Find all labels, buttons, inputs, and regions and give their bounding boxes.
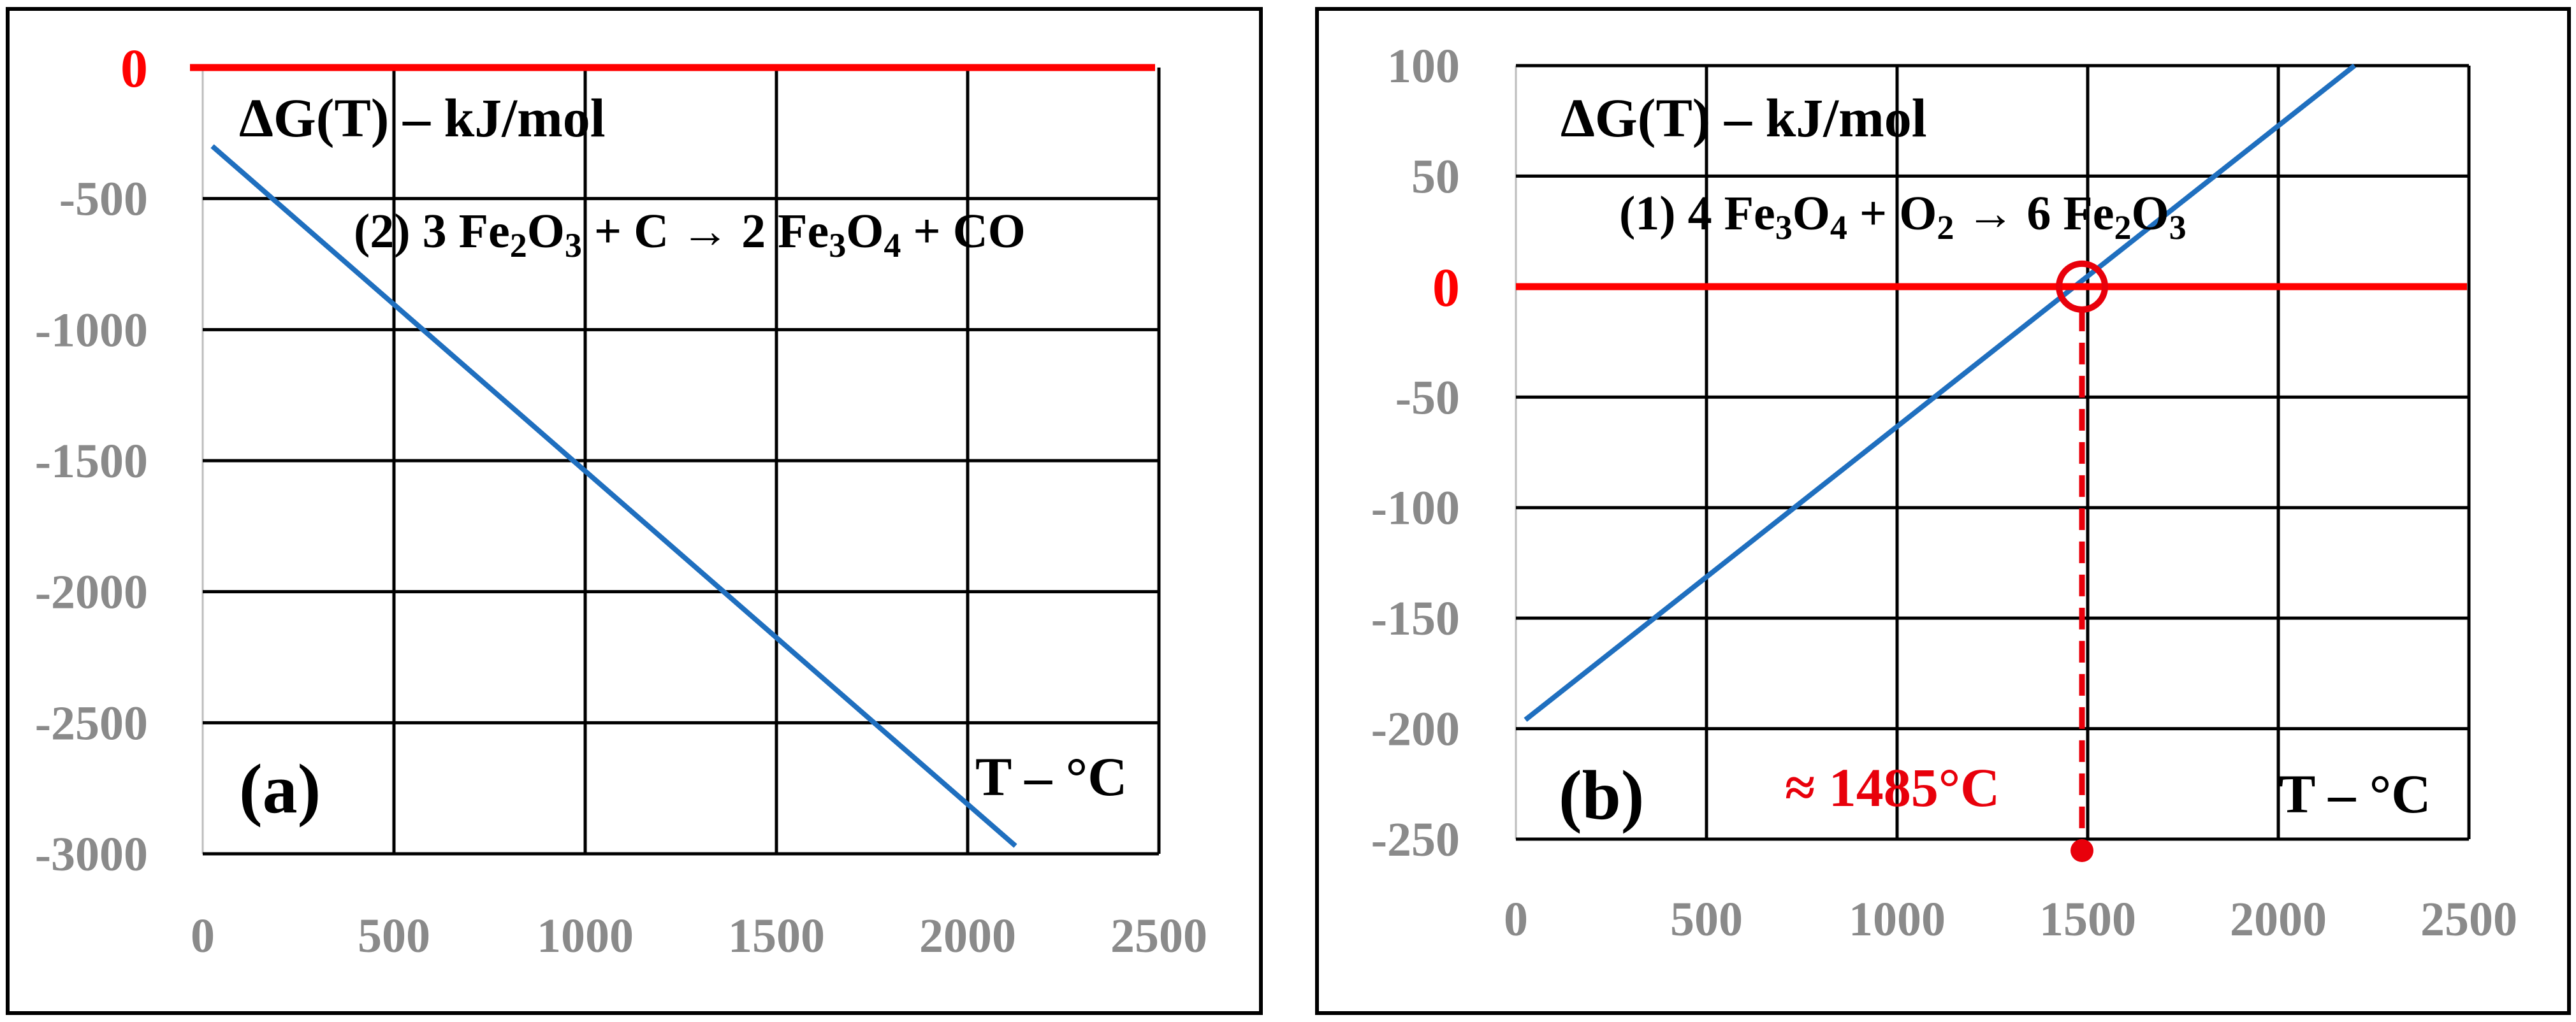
reaction-text: O: [846, 205, 884, 258]
x-tick-label: 0: [1504, 893, 1528, 946]
reaction-text: 2 Fe: [729, 205, 829, 258]
reaction-subscript: 3: [565, 226, 582, 264]
reaction-text: O: [2131, 187, 2169, 240]
panel-b-ylabel: ΔG(T) – kJ/mol: [1561, 87, 1927, 148]
reaction-subscript: 2: [510, 226, 527, 264]
x-tick-label: 1000: [537, 909, 634, 963]
panel-a-reaction: (2) 3 Fe2O3 + C → 2 Fe3O4 + CO: [354, 205, 1026, 264]
x-tick-label: 2500: [2420, 893, 2517, 946]
reaction-text: (1) 4 Fe: [1619, 187, 1775, 240]
y-tick-label: -3000: [35, 828, 148, 881]
x-tick-label: 2000: [919, 909, 1016, 963]
reaction-subscript: 2: [2114, 208, 2131, 247]
x-tick-label: 500: [358, 909, 430, 963]
reaction-text: + O: [1847, 187, 1937, 240]
y-tick-label: -1000: [35, 303, 148, 357]
x-tick-label: 0: [191, 909, 215, 963]
panel-b-reaction: (1) 4 Fe3O4 + O2 → 6 Fe2O3: [1619, 187, 2187, 247]
series-line-0: [210, 144, 1017, 848]
y-tick-label: -2000: [35, 566, 148, 619]
reaction-subscript: 2: [1937, 208, 1954, 247]
x-tick-label: 2000: [2230, 893, 2327, 946]
panel-a-plot: 0 500 1000 1500 2000 2500 0 -500 -1000 -1500 -2000…: [35, 38, 1207, 963]
crossing-axis-dot: [2070, 839, 2094, 862]
x-tick-label: 1500: [2039, 893, 2136, 946]
y-tick-label: -500: [59, 173, 148, 226]
panel-b-frame: [1315, 7, 2571, 1015]
panel-a-ylabel: ΔG(T) – kJ/mol: [239, 87, 606, 148]
panel-b-plot: 0 500 1000 1500 2000 2500100500-50-100-150-20…: [1371, 40, 2517, 946]
y-tick-label: -1500: [35, 435, 148, 488]
reaction-text: 6 Fe: [2014, 187, 2114, 240]
x-tick-label: 1500: [728, 909, 825, 963]
reaction-subscript: 4: [1830, 208, 1847, 247]
y-tick-label: -100: [1371, 482, 1460, 535]
reaction-subscript: 4: [884, 226, 901, 264]
reaction-subscript: 3: [829, 226, 846, 264]
reaction-text: O: [1793, 187, 1830, 240]
reaction-text: (2) 3 Fe: [354, 205, 510, 258]
series-line-0: [1524, 63, 2357, 722]
panel-a-frame: [6, 7, 1263, 1015]
x-tick-label: 2500: [1110, 909, 1207, 963]
reaction-text: + C: [582, 205, 681, 258]
panel-a-tag: (a): [239, 750, 321, 828]
reaction-subscript: 3: [2169, 208, 2187, 247]
reaction-arrow: →: [1966, 187, 2014, 240]
y-tick-label: -150: [1371, 592, 1460, 645]
x-tick-label: 1000: [1849, 893, 1946, 946]
y-tick-label: -2500: [35, 696, 148, 750]
crossing-temperature-label: ≈ 1485°C: [1785, 757, 2000, 818]
y-tick-label-zero: 0: [1432, 257, 1460, 318]
reaction-arrow: →: [681, 205, 729, 258]
reaction-text: [1954, 187, 1966, 240]
y-tick-label: -250: [1371, 813, 1460, 867]
reaction-subscript: 3: [1775, 208, 1793, 247]
reaction-text: + CO: [901, 205, 1025, 258]
y-tick-label: -50: [1395, 371, 1460, 424]
panel-a-xlabel: T – °C: [975, 746, 1127, 807]
panel-b-xlabel: T – °C: [2279, 763, 2431, 824]
x-tick-label: 500: [1670, 893, 1743, 946]
y-tick-label-zero: 0: [120, 38, 148, 99]
y-tick-label: 100: [1387, 40, 1460, 93]
reaction-text: O: [527, 205, 565, 258]
y-tick-label: -200: [1371, 703, 1460, 756]
panel-b-tag: (b): [1559, 756, 1644, 834]
y-tick-label: 50: [1411, 150, 1460, 203]
